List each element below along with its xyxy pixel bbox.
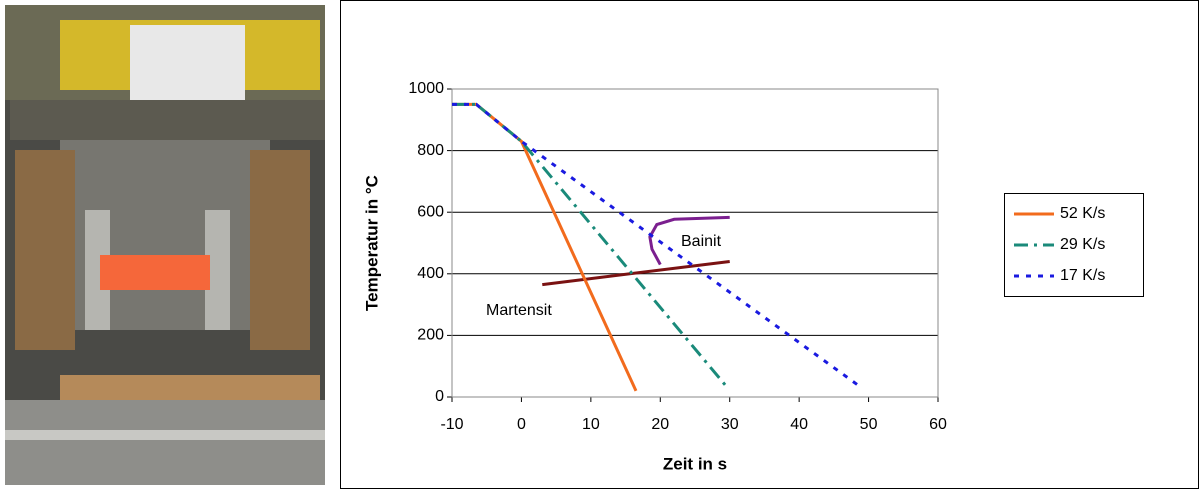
page: {"chart_data": { "type": "line", "x_labe… <box>0 0 1199 489</box>
figure: Zeit in s Temperatur in °C 0200400600800… <box>0 0 1199 489</box>
legend-label: 29 K/s <box>1060 236 1105 253</box>
y-tick-label: 1000 <box>408 80 444 97</box>
x-axis-title: Zeit in s <box>663 454 727 473</box>
annotation-label: Bainit <box>681 233 722 250</box>
x-tick-label: 50 <box>860 416 878 433</box>
x-tick-label: 20 <box>651 416 669 433</box>
y-axis-title: Temperatur in °C <box>362 175 381 311</box>
x-tick-label: 10 <box>582 416 600 433</box>
y-tick-label: 600 <box>417 203 444 220</box>
x-tick-label: 30 <box>721 416 739 433</box>
x-tick-label: 60 <box>929 416 947 433</box>
y-tick-label: 0 <box>435 388 444 405</box>
legend-label: 52 K/s <box>1060 205 1105 222</box>
x-tick-label: -10 <box>440 416 463 433</box>
photo <box>5 5 325 485</box>
x-tick-label: 40 <box>790 416 808 433</box>
annotation-label: Martensit <box>486 302 552 319</box>
x-tick-label: 0 <box>517 416 526 433</box>
legend-label: 17 K/s <box>1060 267 1105 284</box>
y-tick-label: 800 <box>417 142 444 159</box>
y-tick-label: 200 <box>417 327 444 344</box>
y-tick-label: 400 <box>417 265 444 282</box>
